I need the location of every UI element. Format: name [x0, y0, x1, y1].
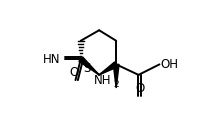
Text: 2: 2 [114, 80, 119, 89]
Text: O: O [70, 66, 79, 79]
Polygon shape [79, 57, 99, 75]
Text: S: S [83, 62, 91, 75]
Text: HN: HN [43, 53, 61, 66]
Text: O: O [135, 82, 144, 95]
Text: NH: NH [94, 74, 111, 87]
Text: OH: OH [161, 58, 179, 71]
Polygon shape [113, 64, 119, 88]
Polygon shape [99, 62, 118, 75]
